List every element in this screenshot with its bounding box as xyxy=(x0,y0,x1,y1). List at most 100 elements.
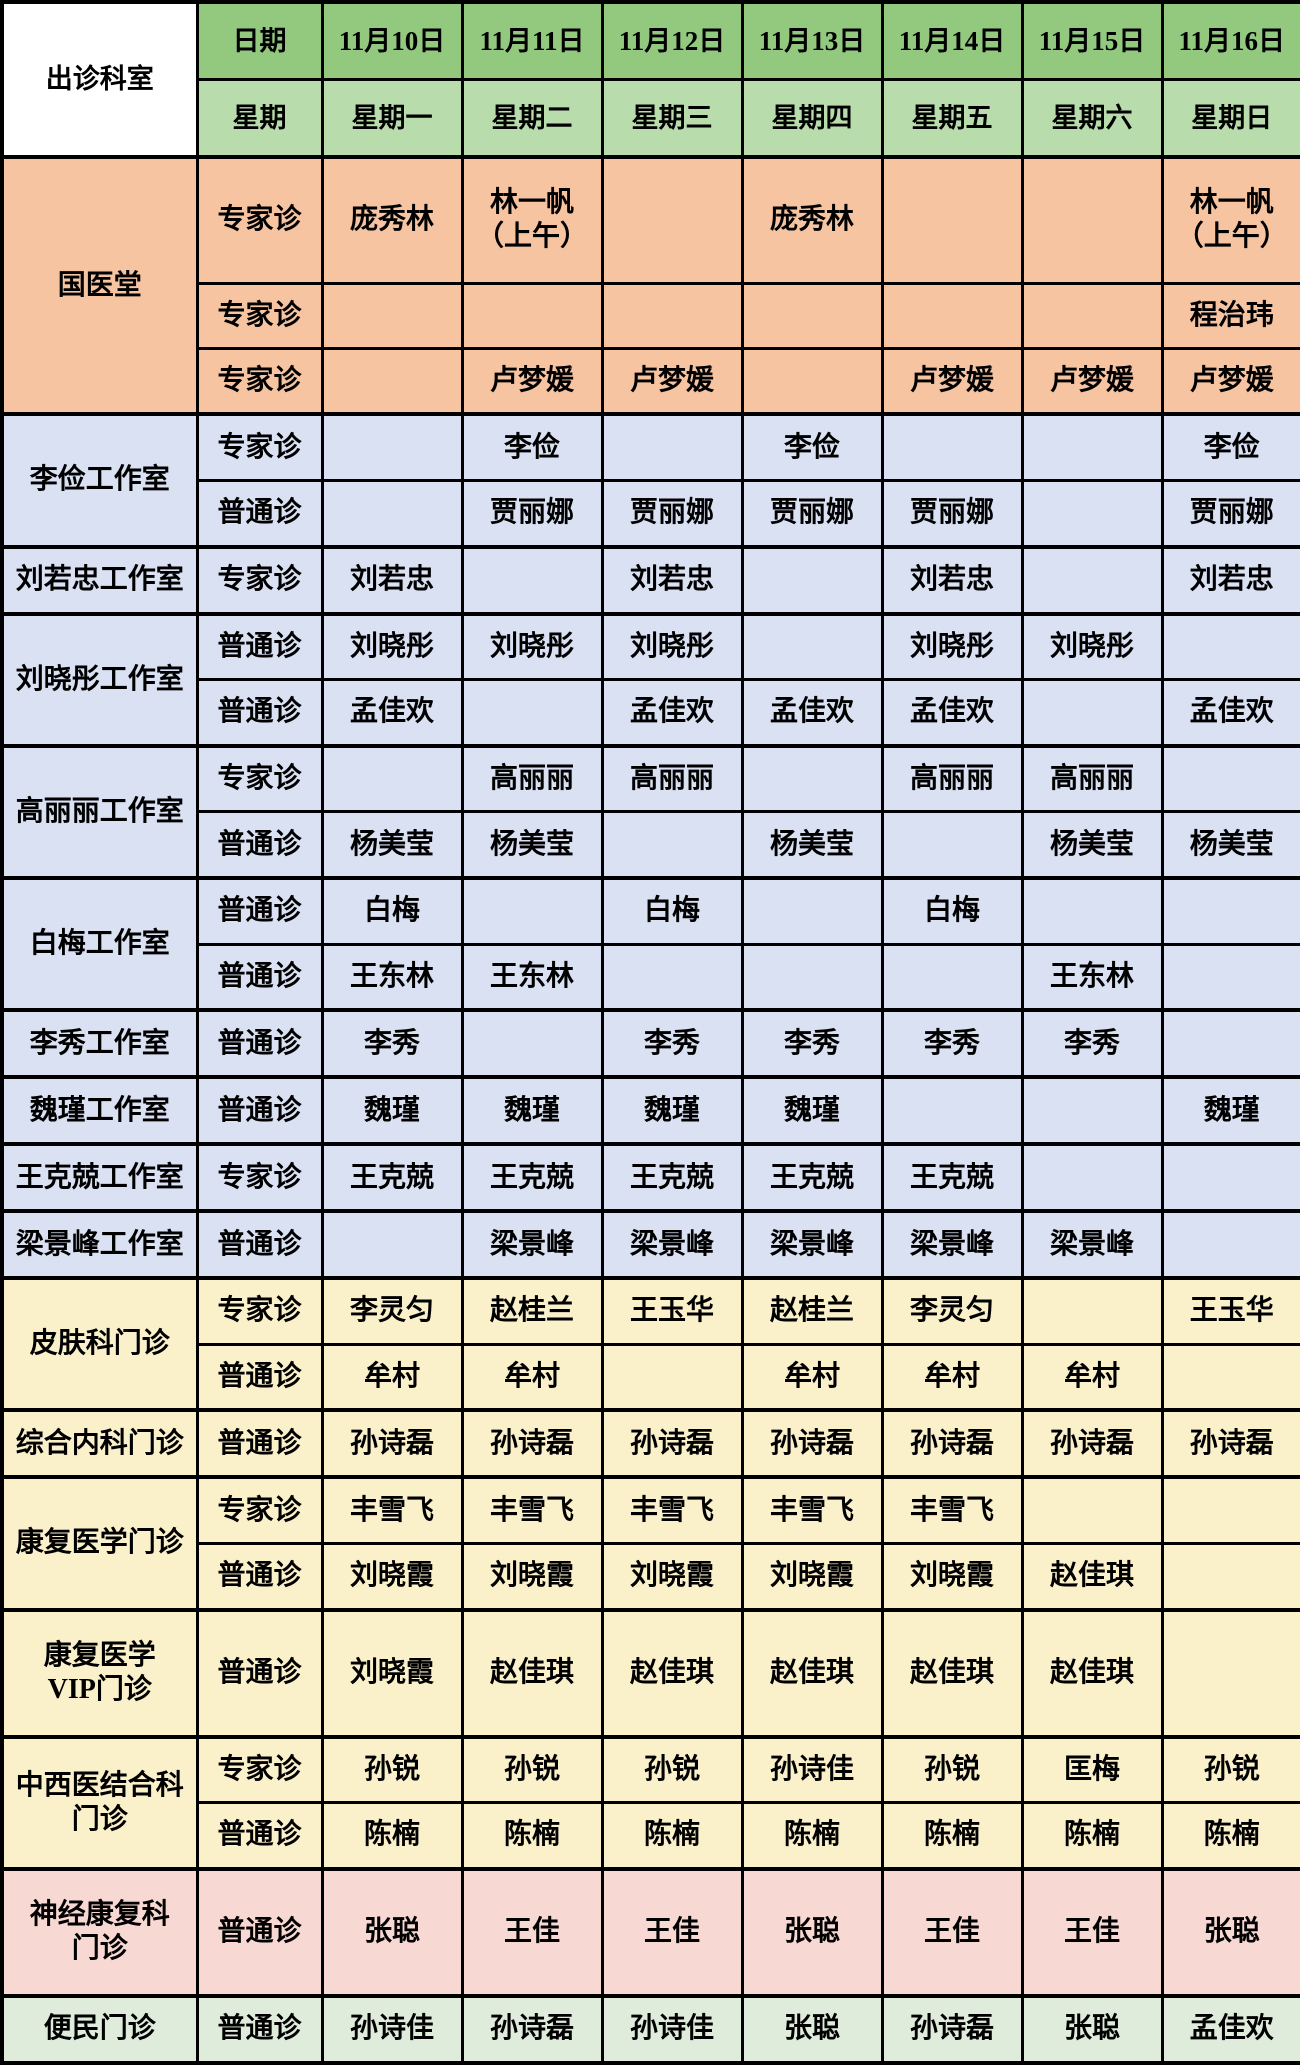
doctor-cell: 李灵匀 xyxy=(880,1276,1024,1346)
schedule-row: 高丽丽工作室 专家诊 高丽丽 高丽丽 高丽丽 高丽丽 xyxy=(0,743,1300,880)
doctor-cell: 高丽丽 xyxy=(600,743,744,814)
doctor-cell: 陈楠 xyxy=(1020,1801,1164,1871)
doctor-cell: 王玉华 xyxy=(1160,1276,1300,1346)
dept-cell: 皮肤科门诊 xyxy=(0,1276,199,1412)
doctor-cell: 刘晓霞 xyxy=(320,1542,464,1612)
dept-cell: 中西医结合科 门诊 xyxy=(0,1734,199,1871)
doctor-cell: 李俭 xyxy=(460,412,604,483)
dept-cell: 梁景峰工作室 xyxy=(0,1209,199,1280)
doctor-cell: 王东林 xyxy=(320,942,464,1012)
doctor-cell: 贾丽娜 xyxy=(740,479,884,549)
clinic-type-cell: 专家诊 xyxy=(195,743,324,814)
doctor-cell: 陈楠 xyxy=(1160,1801,1300,1871)
doctor-cell: 王玉华 xyxy=(600,1276,744,1346)
doctor-cell xyxy=(600,942,744,1012)
doctor-cell xyxy=(320,281,464,350)
doctor-cell: 丰雪飞 xyxy=(600,1475,744,1546)
dept-cell: 神经康复科 门诊 xyxy=(0,1866,199,1998)
schedule-row: 白梅工作室 普通诊 白梅 白梅 白梅 xyxy=(0,876,1300,1012)
clinic-type-cell: 专家诊 xyxy=(195,412,324,483)
clinic-type-cell: 专家诊 xyxy=(195,1142,324,1213)
schedule-row: 魏瑾工作室 普通诊 魏瑾 魏瑾 魏瑾 魏瑾 魏瑾 xyxy=(0,1075,1300,1146)
clinic-type-cell: 普通诊 xyxy=(195,678,324,748)
clinic-type-cell: 普通诊 xyxy=(195,1542,324,1612)
doctor-cell: 梁景峰 xyxy=(600,1209,744,1280)
doctor-cell: 刘晓霞 xyxy=(600,1542,744,1612)
doctor-cell: 杨美莹 xyxy=(1020,810,1164,880)
schedule-body: 国医堂 专家诊 庞秀林 林一帆 （上午） 庞秀林 林一帆 （上午） 专家诊 程治玮 专家诊 卢梦媛… xyxy=(0,154,1300,2065)
doctor-cell: 牟村 xyxy=(1020,1342,1164,1412)
doctor-cell xyxy=(740,876,884,946)
doctor-cell xyxy=(1020,678,1164,748)
clinic-type-cell: 普通诊 xyxy=(195,1993,324,2065)
doctor-cell: 王东林 xyxy=(460,942,604,1012)
weekday-header-cell: 星期五 xyxy=(880,78,1024,159)
doctor-cell xyxy=(1020,479,1164,549)
doctor-cell: 林一帆 （上午） xyxy=(460,154,604,285)
doctor-cell: 陈楠 xyxy=(880,1801,1024,1871)
doctor-cell: 孟佳欢 xyxy=(880,678,1024,748)
doctor-cell: 赵佳琪 xyxy=(1020,1542,1164,1612)
doctor-cell: 丰雪飞 xyxy=(320,1475,464,1546)
doctor-cell xyxy=(1160,743,1300,814)
doctor-cell xyxy=(1020,1142,1164,1213)
schedule-row: 国医堂 专家诊 庞秀林 林一帆 （上午） 庞秀林 林一帆 （上午） xyxy=(0,154,1300,416)
doctor-cell xyxy=(460,876,604,946)
doctor-cell xyxy=(600,154,744,285)
weekday-header-row: 星期 星期一 星期二 星期三 星期四 星期五 星期六 星期日 xyxy=(2,78,1300,159)
doctor-cell: 庞秀林 xyxy=(740,154,884,285)
schedule-row: 刘若忠工作室 专家诊 刘若忠 刘若忠 刘若忠 刘若忠 xyxy=(0,544,1300,616)
dept-cell: 魏瑾工作室 xyxy=(0,1075,199,1146)
doctor-cell: 孙诗磊 xyxy=(740,1408,884,1479)
doctor-cell: 陈楠 xyxy=(320,1801,464,1871)
doctor-cell: 赵桂兰 xyxy=(740,1276,884,1346)
doctor-cell: 牟村 xyxy=(460,1342,604,1412)
doctor-cell: 王佳 xyxy=(460,1866,604,1998)
doctor-cell xyxy=(1160,1342,1300,1412)
schedule-row: 皮肤科门诊 专家诊 李灵匀 赵桂兰 王玉华 赵桂兰 李灵匀 王玉华 xyxy=(0,1276,1300,1412)
doctor-cell: 陈楠 xyxy=(600,1801,744,1871)
doctor-cell: 李灵匀 xyxy=(320,1276,464,1346)
doctor-cell: 孙锐 xyxy=(880,1734,1024,1805)
doctor-cell xyxy=(880,154,1024,285)
doctor-cell xyxy=(1020,412,1164,483)
doctor-cell: 王克兢 xyxy=(740,1142,884,1213)
doctor-cell: 梁景峰 xyxy=(740,1209,884,1280)
schedule-row: 普通诊 贾丽娜 贾丽娜 贾丽娜 贾丽娜 贾丽娜 xyxy=(2,479,1300,549)
doctor-cell xyxy=(1160,876,1300,946)
doctor-cell xyxy=(320,479,464,549)
doctor-cell: 陈楠 xyxy=(460,1801,604,1871)
weekday-header-cell: 星期四 xyxy=(740,78,884,159)
clinic-type-cell: 普通诊 xyxy=(195,942,324,1012)
doctor-cell xyxy=(1160,1542,1300,1612)
clinic-type-cell: 专家诊 xyxy=(195,154,324,285)
doctor-cell: 王克兢 xyxy=(320,1142,464,1213)
clinic-type-cell: 普通诊 xyxy=(195,1801,324,1871)
clinic-type-cell: 普通诊 xyxy=(195,1408,324,1479)
doctor-cell: 孙诗磊 xyxy=(880,1993,1024,2065)
doctor-cell: 孙锐 xyxy=(460,1734,604,1805)
schedule-row: 专家诊 程治玮 xyxy=(2,281,1300,350)
schedule-row: 普通诊 孟佳欢 孟佳欢 孟佳欢 孟佳欢 孟佳欢 xyxy=(2,678,1300,748)
clinic-type-cell: 普通诊 xyxy=(195,1607,324,1739)
doctor-cell xyxy=(1020,876,1164,946)
clinic-type-cell: 普通诊 xyxy=(195,876,324,946)
date-header-cell: 11月15日 xyxy=(1020,0,1164,81)
clinic-type-cell: 专家诊 xyxy=(195,1734,324,1805)
dept-cell: 高丽丽工作室 xyxy=(0,743,199,880)
doctor-cell: 刘晓彤 xyxy=(1020,611,1164,682)
doctor-cell: 高丽丽 xyxy=(1020,743,1164,814)
doctor-cell: 李秀 xyxy=(740,1008,884,1079)
doctor-cell xyxy=(320,346,464,416)
doctor-cell xyxy=(740,942,884,1012)
doctor-cell: 刘若忠 xyxy=(1160,544,1300,616)
doctor-cell xyxy=(880,412,1024,483)
schedule-row: 普通诊 牟村 牟村 牟村 牟村 牟村 xyxy=(2,1342,1300,1412)
weekday-header-cell: 星期六 xyxy=(1020,78,1164,159)
dept-cell: 李俭工作室 xyxy=(0,412,199,549)
doctor-cell: 孙锐 xyxy=(1160,1734,1300,1805)
doctor-cell: 刘晓彤 xyxy=(460,611,604,682)
doctor-cell: 卢梦媛 xyxy=(1020,346,1164,416)
doctor-cell xyxy=(880,281,1024,350)
clinic-type-cell: 普通诊 xyxy=(195,479,324,549)
